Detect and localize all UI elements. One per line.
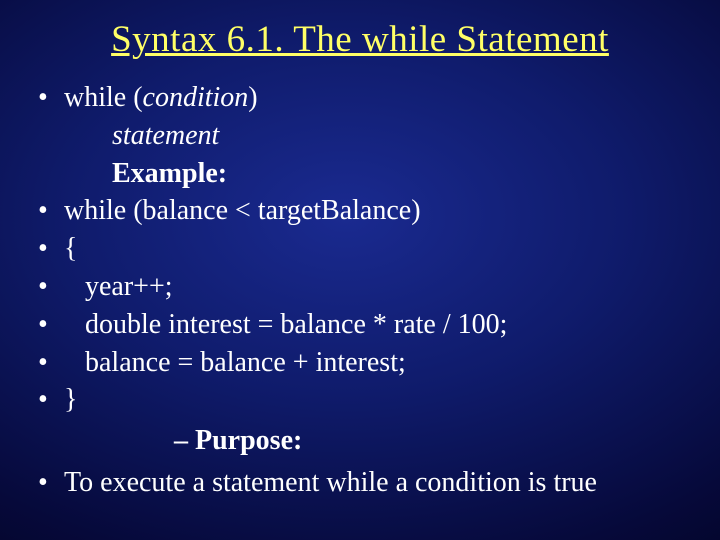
bullet-item: } – Purpose: xyxy=(38,381,690,460)
bullet-item: To execute a statement while a condition… xyxy=(38,464,690,502)
bullet-item: year++; xyxy=(38,268,690,306)
bullet-item: balance = balance + interest; xyxy=(38,344,690,382)
bullet-item: while (condition) statement Example: xyxy=(38,79,690,192)
bullet-item: { xyxy=(38,230,690,268)
bullet-text: { xyxy=(64,233,77,264)
slide-title: Syntax 6.1. The while Statement xyxy=(30,18,690,61)
bullet-text: while ( xyxy=(64,82,143,113)
bullet-text: } xyxy=(64,384,77,415)
bullet-text: year++; xyxy=(64,271,173,302)
slide-container: Syntax 6.1. The while Statement while (c… xyxy=(0,0,720,540)
bullet-list: while (condition) statement Example: whi… xyxy=(30,79,690,460)
indent-text: statement xyxy=(64,117,690,155)
indent-text-bold: Example: xyxy=(64,155,690,193)
bullet-list: To execute a statement while a condition… xyxy=(30,464,690,502)
bullet-item: double interest = balance * rate / 100; xyxy=(38,306,690,344)
sub-item-purpose: – Purpose: xyxy=(64,421,690,460)
bullet-text-italic: condition xyxy=(143,82,249,113)
bullet-text: while (balance < targetBalance) xyxy=(64,195,421,226)
bullet-text: balance = balance + interest; xyxy=(64,347,406,378)
bullet-text: To execute a statement while a condition… xyxy=(64,467,597,498)
bullet-text: double interest = balance * rate / 100; xyxy=(64,309,507,340)
bullet-text: ) xyxy=(248,82,257,113)
bullet-item: while (balance < targetBalance) xyxy=(38,192,690,230)
